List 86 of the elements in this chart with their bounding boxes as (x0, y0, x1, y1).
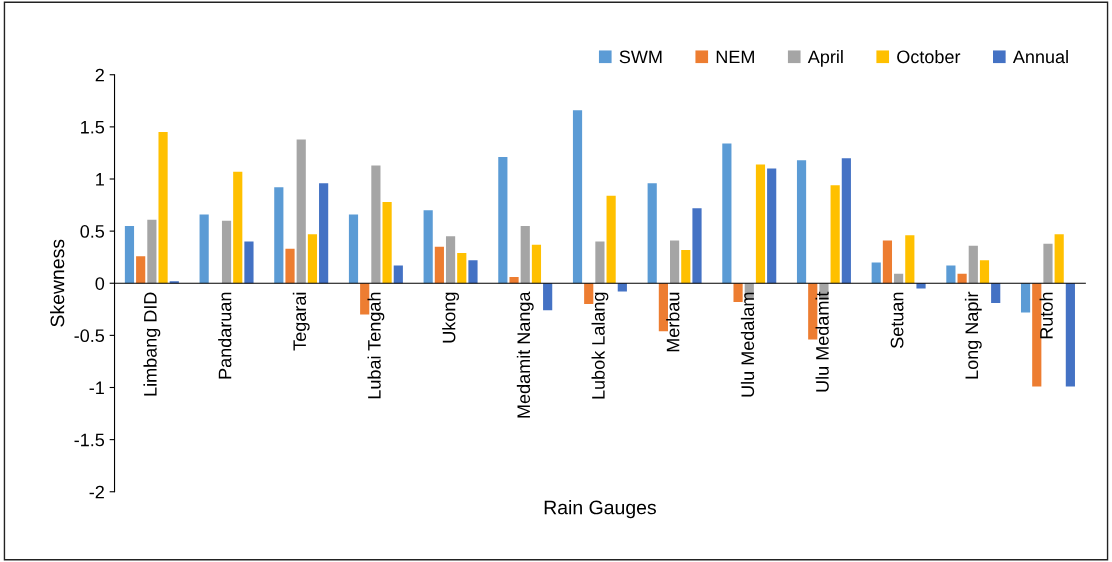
bar (348, 214, 359, 284)
bar (543, 283, 553, 311)
bar (319, 183, 329, 284)
bar (606, 195, 616, 284)
bar (371, 165, 381, 284)
bar (572, 110, 583, 284)
y-tick-label: 1.5 (81, 120, 105, 134)
bar (979, 260, 990, 284)
bar (274, 187, 284, 284)
x-tick-label: Pandaruan (218, 292, 232, 379)
x-tick-label: Ulu Medalam (740, 292, 755, 397)
bar (871, 262, 881, 284)
bar (1020, 283, 1031, 313)
x-tick-label: Merbau (666, 292, 680, 352)
bar (617, 283, 627, 292)
bar (285, 248, 295, 284)
bar (755, 164, 766, 284)
bar (722, 143, 732, 284)
legend-label: SWM (619, 50, 662, 64)
bar (957, 273, 967, 284)
bar (767, 168, 777, 284)
bar (658, 283, 668, 332)
x-tick-label: Long Napir (964, 291, 982, 379)
x-tick-label: Tegarai (292, 292, 310, 351)
bar (147, 219, 157, 284)
bar (233, 171, 243, 284)
bar (124, 225, 135, 284)
y-tick-label: 1 (96, 173, 104, 186)
bar (445, 236, 456, 284)
bar (136, 256, 146, 284)
x-tick-label: Rutoh (1039, 292, 1053, 339)
bar (509, 276, 519, 284)
bar (423, 210, 433, 284)
bar (158, 132, 168, 284)
y-tick-label: 0.5 (80, 225, 105, 238)
bar (905, 235, 915, 284)
bar (830, 185, 840, 284)
bar (296, 139, 306, 284)
bar (1065, 283, 1075, 387)
bar (796, 160, 807, 284)
bar (946, 265, 956, 284)
bar (520, 225, 530, 284)
bar (382, 201, 392, 284)
y-tick-label: -0.5 (74, 329, 105, 343)
bar (1043, 243, 1053, 284)
y-tick-label: -1 (89, 381, 104, 395)
bar (647, 183, 657, 284)
bar (244, 241, 254, 284)
bar (307, 234, 318, 284)
bar (199, 214, 209, 284)
bar (595, 241, 605, 284)
bar (692, 208, 702, 284)
x-tick-label: Setuan (890, 292, 904, 348)
bar (468, 260, 478, 284)
bar (968, 245, 978, 284)
bar (670, 240, 680, 284)
bar (681, 249, 691, 284)
bar (841, 158, 851, 284)
y-tick-label: -2 (89, 485, 104, 499)
y-tick-label: -1.5 (74, 433, 105, 447)
legend-label: Annual (1012, 50, 1068, 64)
bar (434, 246, 444, 284)
bar (894, 273, 904, 284)
bar (991, 283, 1001, 304)
bar (1054, 234, 1064, 284)
x-tick-label: Limbang DID (143, 292, 161, 396)
bar (733, 283, 743, 303)
bar (498, 157, 508, 284)
y-axis-title: Skewness (50, 239, 65, 327)
x-axis-title: Rain Gauges (544, 500, 656, 519)
x-tick-label: Lubok Lalang (591, 292, 609, 399)
bar (393, 265, 403, 284)
x-tick-label: Ulu Medamit (815, 291, 829, 392)
x-tick-label: Ukong (442, 292, 459, 343)
bar (531, 244, 542, 284)
x-tick-label: Medamit Nanga (516, 291, 534, 418)
bar (457, 253, 467, 284)
bar (169, 281, 179, 284)
y-tick-label: 0 (95, 277, 105, 290)
legend-label: NEM (716, 50, 754, 64)
y-tick-label: 2 (95, 68, 104, 82)
bar (882, 240, 893, 284)
bar (221, 220, 232, 284)
legend-label: April (807, 50, 843, 67)
x-tick-label: Lubai Tengah (367, 292, 385, 399)
legend-label: October (897, 50, 961, 64)
